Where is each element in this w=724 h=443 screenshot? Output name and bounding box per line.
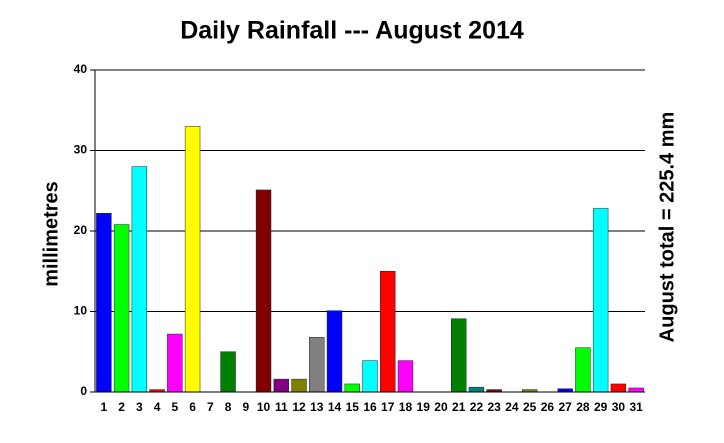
bar <box>362 360 378 393</box>
bar <box>326 310 343 393</box>
y-tick-label: 0 <box>80 384 87 398</box>
x-tick-label: 31 <box>629 400 643 414</box>
x-tick-label: 18 <box>399 400 413 414</box>
bar <box>291 378 307 393</box>
x-tick-label: 26 <box>541 400 555 414</box>
bar <box>309 337 325 393</box>
x-tick-label: 28 <box>576 400 590 414</box>
bar <box>610 383 627 393</box>
x-tick-label: 27 <box>558 400 572 414</box>
x-tick-label: 17 <box>381 400 395 414</box>
y-tick-label: 20 <box>74 223 88 237</box>
x-tick-label: 22 <box>470 400 484 414</box>
bar <box>113 224 130 393</box>
bar <box>344 383 360 393</box>
x-tick-label: 8 <box>225 400 232 414</box>
x-tick-label: 19 <box>417 400 431 414</box>
x-tick-label: 24 <box>505 400 519 414</box>
bar <box>131 166 148 393</box>
bar <box>397 360 414 393</box>
bar <box>468 386 485 393</box>
bar <box>273 378 289 393</box>
x-tick-label: 16 <box>363 400 377 414</box>
x-tick-label: 20 <box>434 400 448 414</box>
y-tick-label: 10 <box>74 304 88 318</box>
x-tick-label: 3 <box>136 400 143 414</box>
x-tick-label: 21 <box>452 400 466 414</box>
x-tick-label: 23 <box>488 400 502 414</box>
bar <box>220 351 236 393</box>
x-tick-label: 5 <box>171 400 178 414</box>
x-tick-label: 6 <box>189 400 196 414</box>
bar <box>628 387 644 393</box>
y-axis-label: millimetres <box>40 181 62 287</box>
y-tick-label: 40 <box>74 62 88 76</box>
bar <box>592 208 609 393</box>
bar <box>380 271 396 393</box>
y-tick-label: 30 <box>74 143 88 157</box>
bar <box>451 318 467 393</box>
x-tick-label: 4 <box>154 400 161 414</box>
bar <box>575 347 591 393</box>
x-tick-label: 25 <box>523 400 537 414</box>
x-tick-label: 14 <box>328 400 342 414</box>
x-tick-label: 10 <box>257 400 271 414</box>
x-tick-label: 29 <box>594 400 608 414</box>
bar <box>255 189 272 393</box>
x-tick-label: 12 <box>292 400 306 414</box>
x-tick-label: 15 <box>346 400 360 414</box>
annotation: August total = 225.4 mm <box>656 112 678 343</box>
bar <box>96 213 112 393</box>
x-tick-label: 13 <box>310 400 324 414</box>
x-tick-label: 9 <box>242 400 249 414</box>
x-tick-label: 11 <box>275 400 288 414</box>
x-tick-label: 2 <box>118 400 125 414</box>
x-tick-label: 1 <box>101 400 108 414</box>
chart-title: Daily Rainfall --- August 2014 <box>180 17 524 45</box>
bar <box>167 333 183 393</box>
x-tick-label: 7 <box>207 400 214 414</box>
x-tick-label: 30 <box>612 400 626 414</box>
bar <box>184 126 201 393</box>
